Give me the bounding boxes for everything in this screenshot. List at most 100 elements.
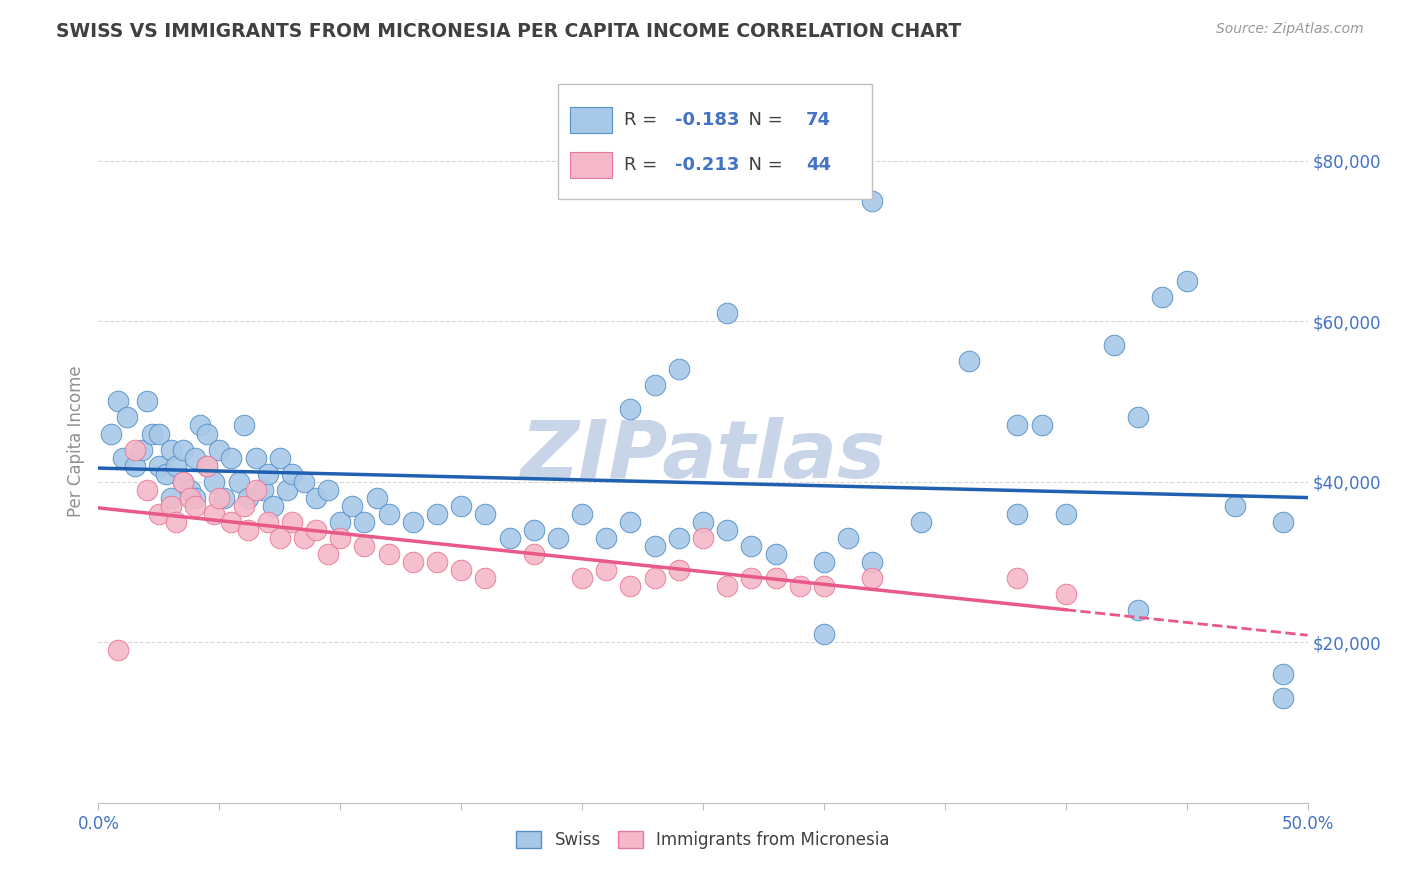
Point <box>765 547 787 561</box>
Text: R =: R = <box>624 111 664 129</box>
Point <box>1272 667 1295 681</box>
Point <box>204 475 226 489</box>
Point <box>366 491 388 505</box>
Point <box>498 531 520 545</box>
Point <box>813 555 835 569</box>
Bar <box>569 152 613 178</box>
Point <box>184 491 207 505</box>
Point <box>716 523 738 537</box>
Point <box>212 491 235 505</box>
Point <box>523 547 546 561</box>
Point <box>100 426 122 441</box>
Point <box>377 547 399 561</box>
Point <box>117 410 139 425</box>
FancyBboxPatch shape <box>558 84 872 200</box>
Point <box>426 555 449 569</box>
Point <box>740 571 762 585</box>
Point <box>172 475 194 489</box>
Point <box>1054 507 1077 521</box>
Point <box>1054 587 1077 601</box>
Point <box>644 378 666 392</box>
Point <box>644 571 666 585</box>
Point <box>262 499 284 513</box>
Point <box>1223 499 1246 513</box>
Point <box>131 442 153 457</box>
Point <box>135 483 157 497</box>
Point <box>269 450 291 465</box>
Point <box>668 563 690 577</box>
Point <box>523 523 546 537</box>
Point <box>342 499 364 513</box>
Point <box>619 402 641 417</box>
Point <box>860 194 883 208</box>
Point <box>195 426 218 441</box>
Point <box>329 531 352 545</box>
Point <box>232 418 254 433</box>
Point <box>353 515 375 529</box>
Point <box>165 458 187 473</box>
Point <box>195 458 218 473</box>
Point <box>860 571 883 585</box>
Text: ZIPatlas: ZIPatlas <box>520 417 886 495</box>
Point <box>160 499 183 513</box>
Text: -0.183: -0.183 <box>675 111 740 129</box>
Point <box>595 531 617 545</box>
Point <box>789 579 811 593</box>
Point <box>1007 418 1029 433</box>
Point <box>1007 507 1029 521</box>
Point <box>172 442 194 457</box>
Point <box>316 547 339 561</box>
Point <box>474 507 496 521</box>
Point <box>644 539 666 553</box>
Point <box>269 531 291 545</box>
Point <box>837 531 859 545</box>
Point <box>619 579 641 593</box>
Point <box>141 426 163 441</box>
Point <box>765 571 787 585</box>
Point <box>124 458 146 473</box>
Point <box>256 467 278 481</box>
Point <box>353 539 375 553</box>
Point <box>179 483 201 497</box>
Point <box>1152 290 1174 304</box>
Point <box>148 426 170 441</box>
Point <box>1128 603 1150 617</box>
Point <box>208 442 231 457</box>
Point <box>1128 410 1150 425</box>
Point <box>281 515 304 529</box>
Point <box>547 531 569 545</box>
Point <box>377 507 399 521</box>
Text: Source: ZipAtlas.com: Source: ZipAtlas.com <box>1216 22 1364 37</box>
Point <box>188 418 211 433</box>
Text: N =: N = <box>737 111 789 129</box>
Point <box>740 539 762 553</box>
Point <box>252 483 274 497</box>
Point <box>245 450 267 465</box>
Point <box>910 515 932 529</box>
Point <box>107 394 129 409</box>
Point <box>184 499 207 513</box>
Point <box>316 483 339 497</box>
Point <box>204 507 226 521</box>
Point <box>184 450 207 465</box>
Point <box>474 571 496 585</box>
Point <box>813 579 835 593</box>
Point <box>228 475 250 489</box>
Text: R =: R = <box>624 156 664 174</box>
Point <box>1007 571 1029 585</box>
Point <box>426 507 449 521</box>
Point <box>668 362 690 376</box>
Point <box>160 442 183 457</box>
Point <box>179 491 201 505</box>
Point <box>208 491 231 505</box>
Point <box>402 555 425 569</box>
Point <box>276 483 298 497</box>
Point <box>1272 691 1295 706</box>
Point <box>232 499 254 513</box>
Point <box>172 475 194 489</box>
Point <box>221 450 243 465</box>
Point <box>450 563 472 577</box>
Text: 44: 44 <box>806 156 831 174</box>
Y-axis label: Per Capita Income: Per Capita Income <box>67 366 86 517</box>
Bar <box>569 107 613 133</box>
